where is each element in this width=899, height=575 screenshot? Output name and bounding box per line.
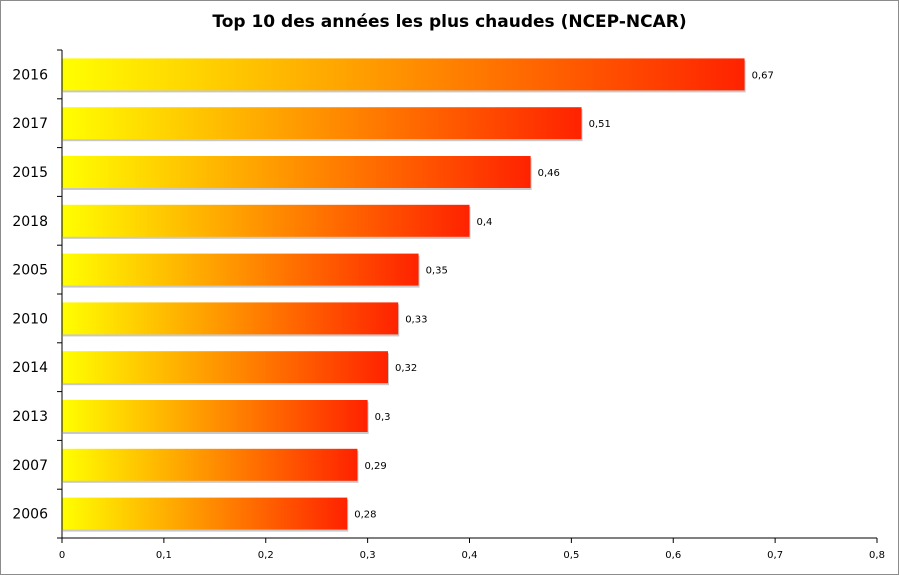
bar-2018 bbox=[62, 204, 470, 237]
x-tick-label-7: 0,7 bbox=[767, 550, 783, 561]
data-label-2016: 0,67 bbox=[752, 70, 774, 81]
bars-layer bbox=[62, 58, 746, 532]
y-tick-label-2007: 2007 bbox=[12, 458, 48, 474]
x-tick-label-6: 0,6 bbox=[665, 550, 681, 561]
y-tick-label-2005: 2005 bbox=[12, 263, 48, 279]
bar-2007 bbox=[62, 448, 358, 481]
x-tick-label-5: 0,5 bbox=[563, 550, 579, 561]
y-tick-label-2010: 2010 bbox=[12, 311, 48, 327]
bar-2017 bbox=[62, 107, 582, 140]
bar-2016 bbox=[62, 58, 745, 91]
y-tick-label-2013: 2013 bbox=[12, 409, 48, 425]
data-label-2018: 0,4 bbox=[477, 217, 493, 228]
data-label-2007: 0,29 bbox=[364, 461, 386, 472]
data-label-2010: 0,33 bbox=[405, 314, 427, 325]
bar-2006 bbox=[62, 497, 348, 530]
bar-2014 bbox=[62, 351, 388, 384]
bar-2005 bbox=[62, 253, 419, 286]
y-tick-label-2016: 2016 bbox=[12, 67, 48, 83]
x-tick-label-4: 0,4 bbox=[462, 550, 478, 561]
x-tick-label-1: 0,1 bbox=[156, 550, 172, 561]
data-label-2014: 0,32 bbox=[395, 363, 417, 374]
data-label-2006: 0,28 bbox=[354, 510, 376, 521]
data-label-2017: 0,51 bbox=[589, 119, 611, 130]
data-label-2015: 0,46 bbox=[538, 168, 560, 179]
y-tick-label-2015: 2015 bbox=[12, 165, 48, 181]
y-tick-label-2017: 2017 bbox=[12, 116, 48, 132]
chart-title: Top 10 des années les plus chaudes (NCEP… bbox=[212, 12, 687, 32]
x-tick-label-3: 0,3 bbox=[360, 550, 376, 561]
bar-2015 bbox=[62, 156, 531, 188]
y-tick-label-2006: 2006 bbox=[12, 507, 48, 523]
data-label-2005: 0,35 bbox=[426, 266, 448, 277]
x-tick-label-2: 0,2 bbox=[258, 550, 274, 561]
x-tick-label-8: 0,8 bbox=[869, 550, 885, 561]
labels-layer: 2016 0,67 2017 0,51 2015 0,46 2018 0,4 2005 0,35 2… bbox=[12, 67, 885, 561]
x-tick-label-0: 0 bbox=[59, 550, 65, 561]
bar-2010 bbox=[62, 302, 399, 335]
bar-2013 bbox=[62, 400, 368, 432]
y-tick-label-2018: 2018 bbox=[12, 214, 48, 230]
axes-layer bbox=[57, 49, 878, 543]
y-tick-label-2014: 2014 bbox=[12, 360, 48, 376]
data-label-2013: 0,3 bbox=[375, 412, 391, 423]
